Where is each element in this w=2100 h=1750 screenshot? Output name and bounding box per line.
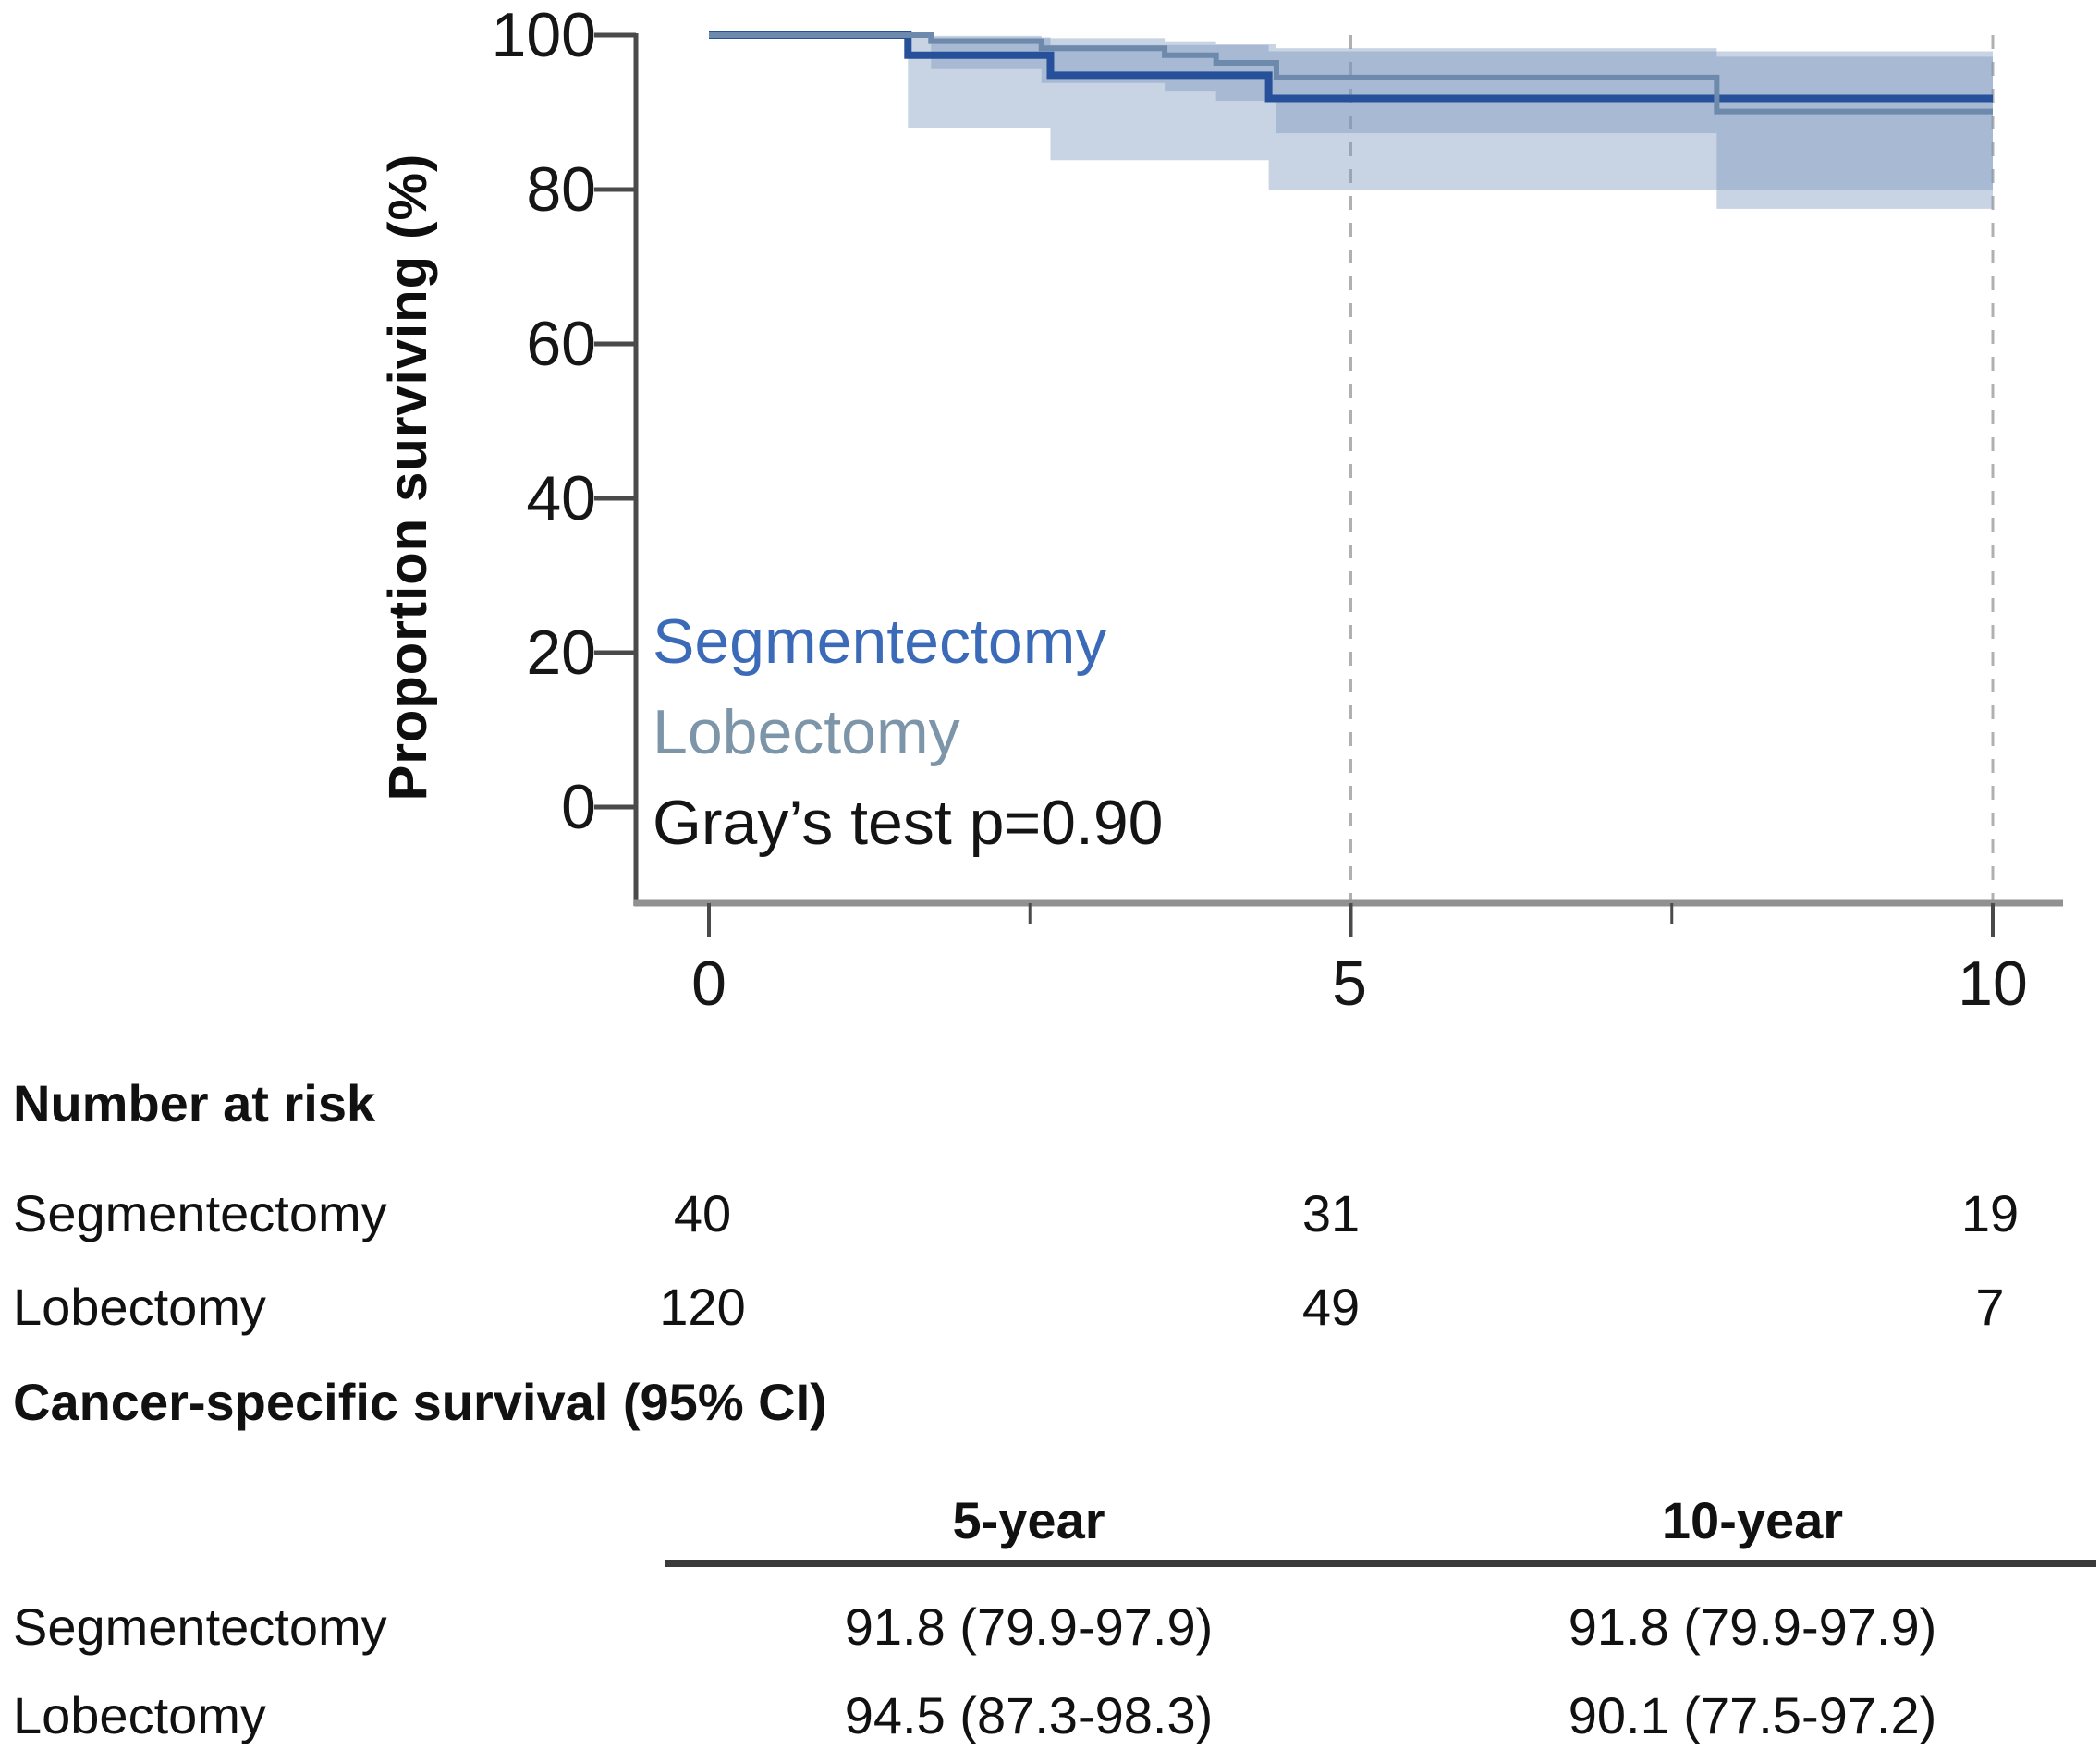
risk-lob-value-0yr: 120 xyxy=(659,1278,746,1336)
survival-table-heading: Cancer-specific survival (95% CI) xyxy=(13,1373,827,1431)
y-tick-label-100: 100 xyxy=(491,0,596,70)
x-tick-label-0: 0 xyxy=(691,948,726,1019)
risk-row-label-segmentectomy: Segmentectomy xyxy=(13,1184,387,1242)
lobectomy-curve xyxy=(709,32,1993,115)
y-tick-label-80: 80 xyxy=(526,154,596,225)
legend-lobectomy: Lobectomy xyxy=(653,697,960,767)
legend-segmentectomy: Segmentectomy xyxy=(653,606,1107,677)
y-tick-label-60: 60 xyxy=(526,309,596,379)
y-tick-label-20: 20 xyxy=(526,618,596,688)
survival-chart xyxy=(594,31,2063,937)
table-header-rule xyxy=(665,1560,2096,1567)
risk-seg-value-5yr: 31 xyxy=(1301,1184,1361,1242)
risk-lob-value-10yr: 7 xyxy=(1975,1278,2005,1336)
risk-seg-value-0yr: 40 xyxy=(673,1184,732,1242)
survival-seg-5yr: 91.8 (79.9-97.9) xyxy=(844,1597,1214,1656)
segmentectomy-curve xyxy=(709,31,1993,103)
survival-row-label-lobectomy: Lobectomy xyxy=(13,1686,266,1744)
lobectomy-ci-band xyxy=(1276,48,1717,134)
risk-table-heading: Number at risk xyxy=(13,1074,376,1132)
y-tick-label-40: 40 xyxy=(526,463,596,533)
survival-row-label-segmentectomy: Segmentectomy xyxy=(13,1597,387,1656)
survival-col-header-10yr: 10-year xyxy=(1661,1491,1844,1549)
grays-test-pvalue: Gray’s test p=0.90 xyxy=(653,788,1164,858)
segmentectomy-ci-band xyxy=(1268,51,1993,190)
risk-lob-value-5yr: 49 xyxy=(1301,1278,1361,1336)
y-tick-label-0: 0 xyxy=(561,772,596,842)
survival-lob-10yr: 90.1 (77.5-97.2) xyxy=(1568,1686,1937,1744)
risk-row-label-lobectomy: Lobectomy xyxy=(13,1278,266,1336)
risk-seg-value-10yr: 19 xyxy=(1960,1184,2020,1242)
x-tick-label-10: 10 xyxy=(1958,948,2028,1019)
lobectomy-ci-band xyxy=(1165,41,1216,92)
survival-lob-5yr: 94.5 (87.3-98.3) xyxy=(844,1686,1214,1744)
survival-seg-10yr: 91.8 (79.9-97.9) xyxy=(1568,1597,1937,1656)
x-tick-label-5: 5 xyxy=(1332,948,1367,1019)
lobectomy-ci-band xyxy=(1716,56,1993,209)
survival-col-header-5yr: 5-year xyxy=(952,1491,1105,1549)
